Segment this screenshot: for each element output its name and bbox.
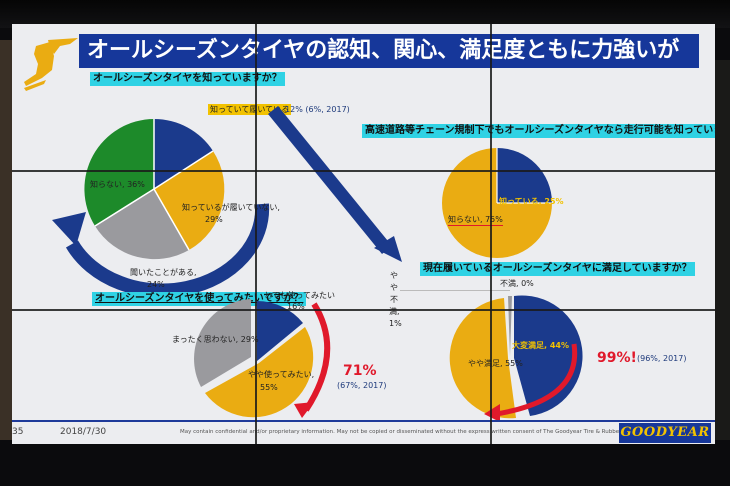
chart1-label-c: 聞いたことがある, (130, 268, 197, 277)
footer-divider (12, 420, 715, 422)
chart4-label-d: 不満, 0% (500, 279, 534, 288)
chart4-red-arrow-icon (484, 343, 578, 422)
chart4-label-a: 大変満足, 44% (512, 341, 569, 350)
chart4-label-b: やや満足, 55% (468, 359, 523, 368)
screen-bezel (12, 170, 715, 172)
chart2-pie (442, 148, 552, 258)
screen-bezel (255, 24, 257, 444)
chart1-label-b-value: 29% (205, 215, 223, 224)
wingfoot-logo-icon (24, 38, 78, 91)
chart3-label-a-value: 16% (287, 302, 305, 311)
chart3-label-c: まったく思わない, 29% (172, 335, 259, 344)
diagonal-arrow-icon (268, 106, 402, 262)
chart4-label-c-5: 1% (389, 319, 402, 328)
slide-title: オールシーズンタイヤの認知、関心、満足度ともに力強いが (79, 34, 699, 68)
slide-date: 2018/7/30 (60, 427, 107, 437)
chart1-label-a: 知っていて履いている (208, 104, 292, 115)
chart3-red-arrow-icon (294, 302, 331, 418)
wall-background-right (715, 60, 730, 440)
presentation-slide: オールシーズンタイヤの認知、関心、満足度ともに力強いが オールシーズンタイヤを知… (12, 24, 715, 444)
chart3-question: オールシーズンタイヤを使ってみたいですか？ (92, 292, 307, 306)
chart3-label-b-value: 55% (260, 383, 278, 392)
chart3-pie (194, 299, 314, 418)
wall-background (0, 40, 12, 440)
chart2-label-b: 知らない, 75% (448, 215, 503, 226)
chart4-label-c-2: や (390, 283, 398, 292)
chart4-highlight: 99%! (597, 350, 637, 366)
chart1-label-a-value: , 12% (6%, 2017) (280, 105, 350, 114)
page-number: 35 (12, 427, 24, 437)
chart3-label-b: やや使ってみたい, (248, 370, 315, 379)
chart1-question: オールシーズンタイヤを知っていますか？ (90, 72, 285, 86)
ceiling-background (0, 0, 730, 28)
chart4-label-c-3: 不 (390, 295, 398, 304)
chart3-highlight: 71% (343, 363, 377, 379)
chart2-question: 高速道路等チェーン規制下でもオールシーズンタイヤなら走行可能を知っていましたか？ (362, 124, 715, 138)
leader-line (400, 290, 510, 291)
chart3-previous: (67%, 2017) (337, 381, 387, 390)
chart3-label-a: とても使ってみたい (264, 291, 335, 300)
confidential-notice: May contain confidential and/or propriet… (180, 429, 651, 435)
chart4-label-c-1: や (390, 271, 398, 280)
chart1-label-c-value: 24% (147, 280, 165, 289)
chart2-label-a: 知っている, 25% (499, 197, 564, 206)
screen-bezel (12, 309, 715, 311)
screen-bezel (490, 24, 492, 444)
chart1-label-d: 知らない, 36% (90, 180, 145, 189)
chart4-previous: (96%, 2017) (637, 354, 687, 363)
goodyear-logo: GOODYEAR (619, 423, 711, 443)
chart4-question: 現在履いているオールシーズンタイヤに満足していますか？ (420, 262, 695, 276)
chart1-label-b: 知っているが履いていない, (182, 203, 280, 212)
chart4-label-c-4: 満, (389, 307, 400, 316)
